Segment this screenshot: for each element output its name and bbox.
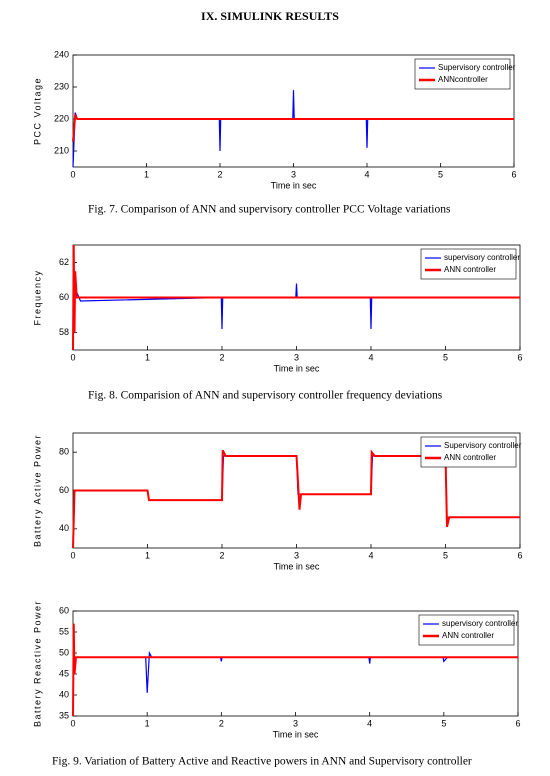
y-tick-label: 80: [59, 447, 69, 457]
x-tick-label: 5: [438, 169, 443, 179]
y-axis-label: PCC Voltage: [32, 77, 42, 145]
legend-label: ANNcontroller: [438, 75, 488, 84]
series-line: [73, 650, 518, 693]
x-tick-label: 3: [294, 352, 299, 362]
series-line: [72, 112, 514, 142]
y-tick-label: 220: [54, 113, 69, 123]
legend-label: Supervisory controller: [444, 441, 522, 450]
legend: [418, 614, 515, 646]
y-tick-label: 55: [59, 626, 69, 636]
legend-label: ANN controller: [444, 265, 496, 274]
y-tick-label: 230: [54, 81, 69, 91]
x-tick-label: 6: [517, 550, 522, 560]
legend: [420, 248, 517, 280]
x-tick-label: 1: [145, 352, 150, 362]
y-tick-label: 35: [59, 710, 69, 720]
x-tick-label: 3: [293, 718, 298, 728]
x-tick-label: 6: [517, 352, 522, 362]
x-tick-label: 3: [291, 169, 296, 179]
y-tick-label: 240: [54, 49, 69, 59]
series-line: [72, 623, 518, 717]
x-tick-label: 2: [219, 352, 224, 362]
y-axis-label: Battery Active Power: [32, 434, 42, 547]
x-tick-label: 0: [70, 169, 75, 179]
legend-label: Supervisory controller: [438, 63, 516, 72]
x-tick-label: 2: [219, 718, 224, 728]
y-tick-label: 60: [59, 292, 69, 302]
y-tick-label: 62: [59, 257, 69, 267]
x-tick-label: 5: [441, 718, 446, 728]
x-tick-label: 3: [294, 550, 299, 560]
x-tick-label: 6: [511, 169, 516, 179]
x-tick-label: 0: [70, 718, 75, 728]
x-tick-label: 4: [367, 718, 372, 728]
legend-label: supervisory controller: [442, 619, 518, 628]
x-axis-label: Time in sec: [273, 729, 319, 739]
legend-label: ANN controller: [444, 453, 496, 462]
caption: Fig. 7. Comparison of ANN and supervisor…: [88, 204, 451, 216]
y-tick-label: 45: [59, 668, 69, 678]
legend: [420, 436, 517, 468]
legend: [414, 58, 511, 90]
x-tick-label: 4: [368, 550, 373, 560]
y-tick-label: 210: [54, 145, 69, 155]
y-tick-label: 60: [59, 605, 69, 615]
x-axis-label: Time in sec: [271, 180, 317, 190]
x-tick-label: 1: [145, 718, 150, 728]
x-tick-label: 0: [70, 550, 75, 560]
y-tick-label: 58: [59, 327, 69, 337]
x-tick-label: 6: [515, 718, 520, 728]
x-tick-label: 4: [368, 352, 373, 362]
y-tick-label: 50: [59, 647, 69, 657]
y-tick-label: 40: [59, 689, 69, 699]
caption: Fig. 8. Comparision of ANN and superviso…: [88, 390, 443, 402]
heading: IX. SIMULINK RESULTS: [201, 9, 339, 23]
series-line: [72, 244, 520, 351]
x-tick-label: 4: [364, 169, 369, 179]
x-tick-label: 2: [219, 550, 224, 560]
y-axis-label: Battery Reactive Power: [32, 600, 42, 727]
x-axis-label: Time in sec: [274, 363, 320, 373]
y-tick-label: 60: [59, 485, 69, 495]
x-tick-label: 5: [443, 550, 448, 560]
x-tick-label: 1: [145, 550, 150, 560]
x-axis-label: Time in sec: [274, 561, 320, 571]
x-tick-label: 0: [70, 352, 75, 362]
caption: Fig. 9. Variation of Battery Active and …: [52, 756, 472, 768]
x-tick-label: 5: [443, 352, 448, 362]
x-tick-label: 1: [144, 169, 149, 179]
y-tick-label: 40: [59, 523, 69, 533]
legend-label: ANN controller: [442, 631, 494, 640]
legend-label: supervisory controller: [444, 253, 520, 262]
x-tick-label: 2: [217, 169, 222, 179]
y-axis-label: Frequency: [32, 269, 42, 325]
series-line: [72, 449, 520, 549]
